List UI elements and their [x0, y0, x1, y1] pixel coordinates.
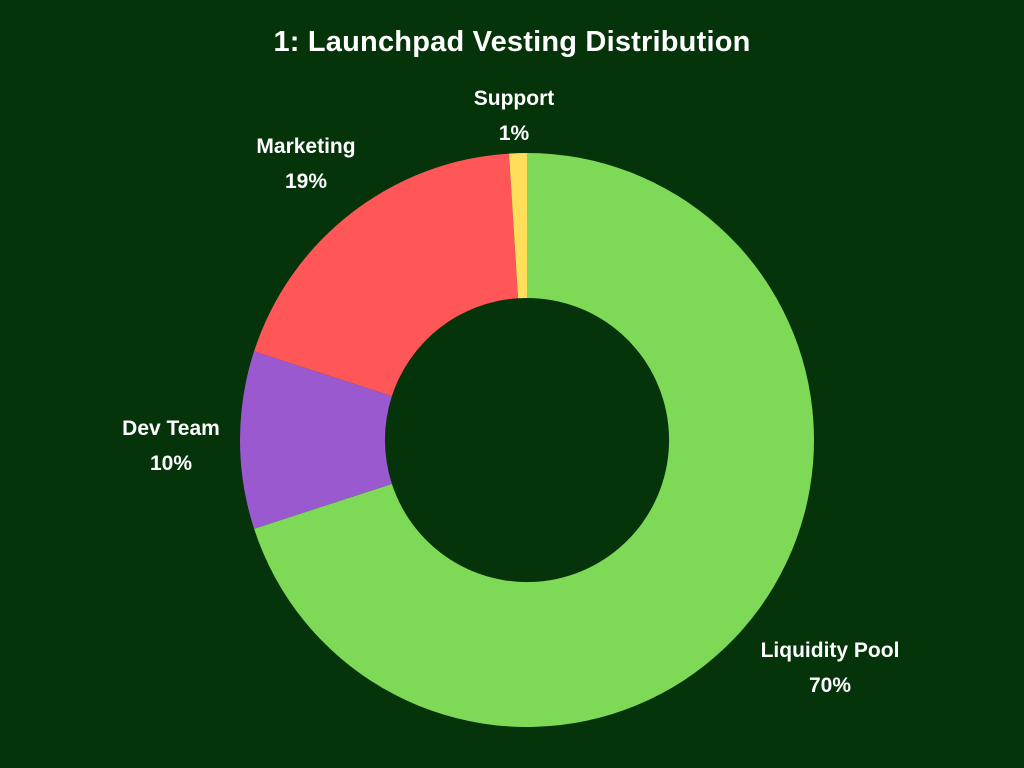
donut-chart — [240, 153, 814, 727]
donut-slice-support — [508, 153, 527, 299]
slice-name: Liquidity Pool — [760, 639, 900, 662]
slice-label-marketing: Marketing 19% — [256, 129, 355, 199]
slice-name: Marketing — [256, 135, 356, 158]
slice-percent: 10% — [149, 452, 193, 475]
donut-slice-liquidity-pool — [254, 153, 814, 727]
slice-label-liquidity-pool: Liquidity Pool 70% — [761, 633, 900, 703]
slice-label-support: Support 1% — [474, 81, 554, 151]
slice-label-dev-team: Dev Team 10% — [122, 411, 220, 481]
donut-chart-svg — [240, 153, 814, 727]
slice-name: Dev Team — [122, 417, 220, 440]
slice-name: Support — [473, 87, 555, 110]
donut-slice-dev-team — [240, 351, 392, 529]
donut-slice-marketing — [254, 153, 519, 397]
chart-title: 1: Launchpad Vesting Distribution — [273, 26, 751, 58]
slice-percent: 70% — [808, 674, 852, 697]
slice-percent: 1% — [498, 122, 530, 145]
slice-percent: 19% — [284, 170, 328, 193]
